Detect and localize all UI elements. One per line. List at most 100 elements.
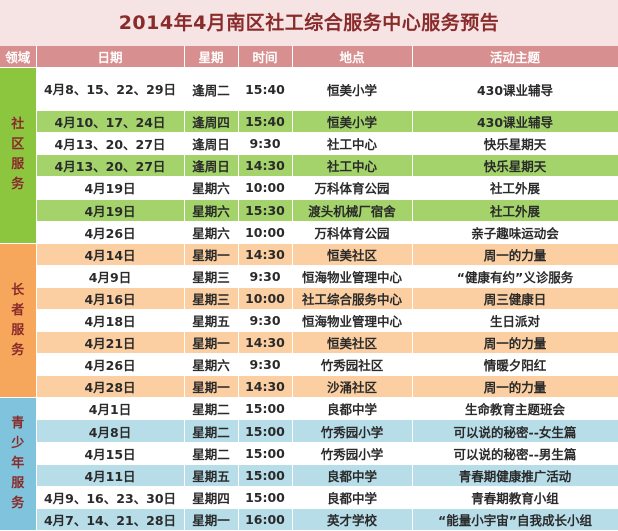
domain-cell: 社区服务 [0, 67, 37, 244]
cell-date: 4月18日 [36, 309, 185, 333]
cell-topic: 生日派对 [412, 309, 618, 333]
cell-weekday: 星期二 [184, 419, 239, 443]
domain-char: 社 [11, 117, 25, 133]
table-row: 长者服务 4月14日 星期一 14:30 恒美社区 周一的力量 [0, 243, 618, 399]
table-row: 4月7、14、21、28日 星期一 16:00 英才学校 “能量小宇宙”自我成长小组 [0, 508, 618, 531]
cell-time: 9:30 [238, 265, 293, 288]
cell-topic: 快乐星期天 [412, 132, 618, 156]
cell-time: 16:00 [238, 508, 293, 531]
cell-weekday: 星期四 [184, 486, 239, 509]
cell-weekday: 逢周日 [184, 154, 239, 178]
table-row: 4月19日 星期六 10:00 万科体育公园 社工外展 [0, 176, 618, 200]
table-row: 4月28日 星期一 14:30 沙涌社区 周一的力量 [0, 375, 618, 399]
cell-topic: 430课业辅导 [412, 110, 618, 134]
cell-date: 4月13、20、27日 [36, 154, 185, 178]
table-row: 4月10、17、24日 逢周四 15:40 恒美小学 430课业辅导 [0, 110, 618, 134]
domain-char: 服 [11, 157, 25, 173]
cell-place: 竹秀园小学 [292, 442, 413, 465]
cell-place: 恒美小学 [292, 67, 413, 112]
cell-place: 竹秀园小学 [292, 419, 413, 443]
cell-place: 英才学校 [292, 508, 413, 531]
table-row: 4月13、20、27日 逢周日 9:30 社工中心 快乐星期天 [0, 132, 618, 156]
cell-time: 9:30 [238, 132, 293, 156]
cell-topic: 社工外展 [412, 199, 618, 222]
cell-date: 4月16日 [36, 287, 185, 310]
cell-place: 良都中学 [292, 486, 413, 509]
cell-time: 15:30 [238, 199, 293, 222]
cell-time: 10:00 [238, 287, 293, 310]
header-place: 地点 [292, 46, 413, 68]
table-row: 4月15日 星期二 15:00 竹秀园小学 可以说的秘密--男生篇 [0, 442, 618, 465]
cell-topic: 青春期健康推广活动 [412, 464, 618, 487]
domain-cell: 长者服务 [0, 243, 37, 399]
cell-time: 15:00 [238, 464, 293, 487]
cell-place: 恒海物业管理中心 [292, 265, 413, 288]
cell-time: 9:30 [238, 353, 293, 377]
domain-char: 少 [11, 436, 25, 452]
cell-date: 4月8、15、22、29日 [36, 67, 185, 112]
domain-char: 年 [11, 456, 25, 472]
cell-time: 15:00 [238, 442, 293, 465]
cell-date: 4月19日 [36, 176, 185, 200]
cell-time: 14:30 [238, 375, 293, 399]
cell-date: 4月8日 [36, 419, 185, 443]
table-row: 4月8日 星期二 15:00 竹秀园小学 可以说的秘密--女生篇 [0, 419, 618, 443]
table-header-row: 领域 日期 星期 时间 地点 活动主题 [0, 46, 618, 68]
table-row: 4月9日 星期三 9:30 恒海物业管理中心 “健康有约”义诊服务 [0, 265, 618, 288]
cell-date: 4月26日 [36, 353, 185, 377]
header-date: 日期 [36, 46, 185, 68]
cell-topic: 快乐星期天 [412, 154, 618, 178]
schedule-table: 领域 日期 星期 时间 地点 活动主题 社区服务 4月8、15、22、29日 逢周二… [0, 46, 618, 531]
cell-date: 4月19日 [36, 199, 185, 222]
table-row: 青少年服务 4月1日 星期二 15:00 良都中学 生命教育主题班会 [0, 397, 618, 531]
cell-time: 14:30 [238, 154, 293, 178]
cell-place: 恒美社区 [292, 243, 413, 266]
domain-char: 服 [11, 476, 25, 492]
cell-time: 15:40 [238, 67, 293, 112]
header-topic: 活动主题 [412, 46, 618, 68]
domain-char: 服 [11, 322, 25, 338]
cell-time: 9:30 [238, 309, 293, 333]
cell-place: 社工中心 [292, 154, 413, 178]
cell-place: 万科体育公园 [292, 176, 413, 200]
cell-time: 14:30 [238, 331, 293, 355]
cell-date: 4月9日 [36, 265, 185, 288]
cell-place: 恒美小学 [292, 110, 413, 134]
cell-place: 社工综合服务中心 [292, 287, 413, 310]
cell-place: 恒海物业管理中心 [292, 309, 413, 333]
table-row: 4月26日 星期六 9:30 竹秀园社区 情暖夕阳红 [0, 353, 618, 377]
domain-char: 务 [11, 496, 25, 512]
cell-date: 4月1日 [36, 397, 185, 421]
cell-date: 4月28日 [36, 375, 185, 399]
cell-place: 良都中学 [292, 397, 413, 421]
cell-place: 社工中心 [292, 132, 413, 156]
cell-place: 竹秀园社区 [292, 353, 413, 377]
table-row: 4月18日 星期五 9:30 恒海物业管理中心 生日派对 [0, 309, 618, 333]
cell-weekday: 星期五 [184, 464, 239, 487]
cell-time: 15:40 [238, 110, 293, 134]
cell-topic: 430课业辅导 [412, 67, 618, 112]
cell-weekday: 星期六 [184, 353, 239, 377]
cell-place: 沙涌社区 [292, 375, 413, 399]
table-row: 4月11日 星期五 15:00 良都中学 青春期健康推广活动 [0, 464, 618, 487]
cell-time: 14:30 [238, 243, 293, 266]
cell-weekday: 星期二 [184, 442, 239, 465]
cell-date: 4月26日 [36, 221, 185, 244]
cell-weekday: 星期一 [184, 375, 239, 399]
cell-date: 4月15日 [36, 442, 185, 465]
cell-time: 10:00 [238, 176, 293, 200]
cell-time: 15:00 [238, 397, 293, 421]
table-row: 4月21日 星期一 14:30 恒美社区 周一的力量 [0, 331, 618, 355]
table-row: 4月16日 星期三 10:00 社工综合服务中心 周三健康日 [0, 287, 618, 310]
domain-cell: 青少年服务 [0, 397, 37, 531]
table-row: 4月9、16、23、30日 星期四 15:00 良都中学 青春期教育小组 [0, 486, 618, 509]
cell-place: 渡头机械厂宿舍 [292, 199, 413, 222]
cell-weekday: 星期五 [184, 309, 239, 333]
cell-weekday: 星期六 [184, 221, 239, 244]
cell-date: 4月10、17、24日 [36, 110, 185, 134]
cell-date: 4月13、20、27日 [36, 132, 185, 156]
cell-weekday: 星期三 [184, 287, 239, 310]
cell-date: 4月14日 [36, 243, 185, 266]
cell-time: 10:00 [238, 221, 293, 244]
